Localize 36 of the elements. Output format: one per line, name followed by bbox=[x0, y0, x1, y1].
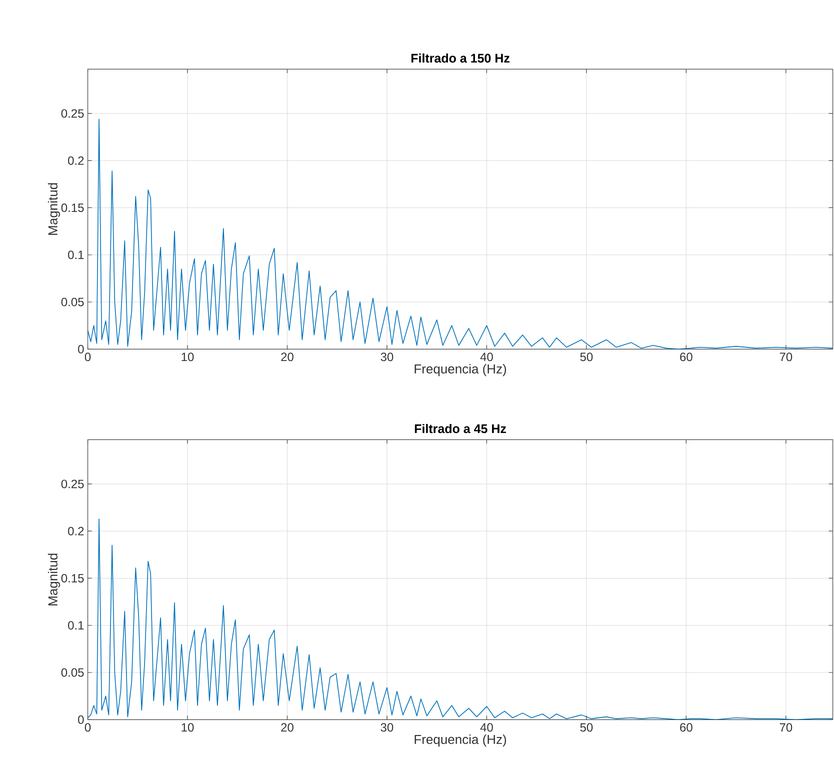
x-tick-label: 50 bbox=[580, 723, 593, 732]
y-tick-label: 0 bbox=[78, 715, 84, 724]
y-tick-label: 0.15 bbox=[61, 203, 84, 212]
x-tick-label: 30 bbox=[380, 352, 394, 362]
x-tick-label: 40 bbox=[480, 352, 493, 362]
y-tick-label: 0.2 bbox=[68, 526, 84, 536]
x-tick-label: 30 bbox=[380, 723, 394, 732]
y-axis-title: Magnitud bbox=[48, 554, 60, 606]
x-tick-label: 60 bbox=[680, 723, 692, 732]
y-tick-label: 0.25 bbox=[61, 480, 84, 488]
chart-title: Filtrado a 150 Hz bbox=[411, 53, 510, 63]
y-tick-label: 0.15 bbox=[61, 574, 84, 582]
x-tick-label: 70 bbox=[780, 352, 792, 362]
y-tick-label: 0.1 bbox=[68, 621, 84, 630]
y-tick-label: 0.05 bbox=[61, 298, 84, 306]
x-tick-label: 60 bbox=[680, 352, 692, 362]
y-tick-label: 0.1 bbox=[68, 250, 84, 260]
x-tick-label: 10 bbox=[182, 352, 194, 362]
x-axis-title: Frequencia (Hz) bbox=[414, 734, 506, 747]
x-tick-label: 70 bbox=[780, 723, 792, 732]
x-axis-title: Frequencia (Hz) bbox=[414, 364, 506, 376]
line-series bbox=[88, 118, 833, 350]
line-series bbox=[88, 518, 833, 720]
y-tick-label: 0.25 bbox=[61, 109, 84, 118]
y-axis-title: Magnitud bbox=[48, 183, 60, 235]
y-tick-label: 0 bbox=[78, 344, 84, 354]
x-tick-label: 20 bbox=[281, 723, 294, 732]
y-tick-label: 0.05 bbox=[61, 668, 84, 677]
x-tick-label: 40 bbox=[480, 723, 493, 732]
x-tick-label: 50 bbox=[580, 352, 593, 362]
x-tick-label: 0 bbox=[84, 723, 91, 732]
chart-title: Filtrado a 45 Hz bbox=[414, 424, 506, 434]
y-tick-label: 0.2 bbox=[68, 156, 84, 165]
x-tick-label: 0 bbox=[84, 352, 91, 362]
x-tick-label: 10 bbox=[182, 723, 194, 732]
x-tick-label: 20 bbox=[281, 352, 294, 362]
